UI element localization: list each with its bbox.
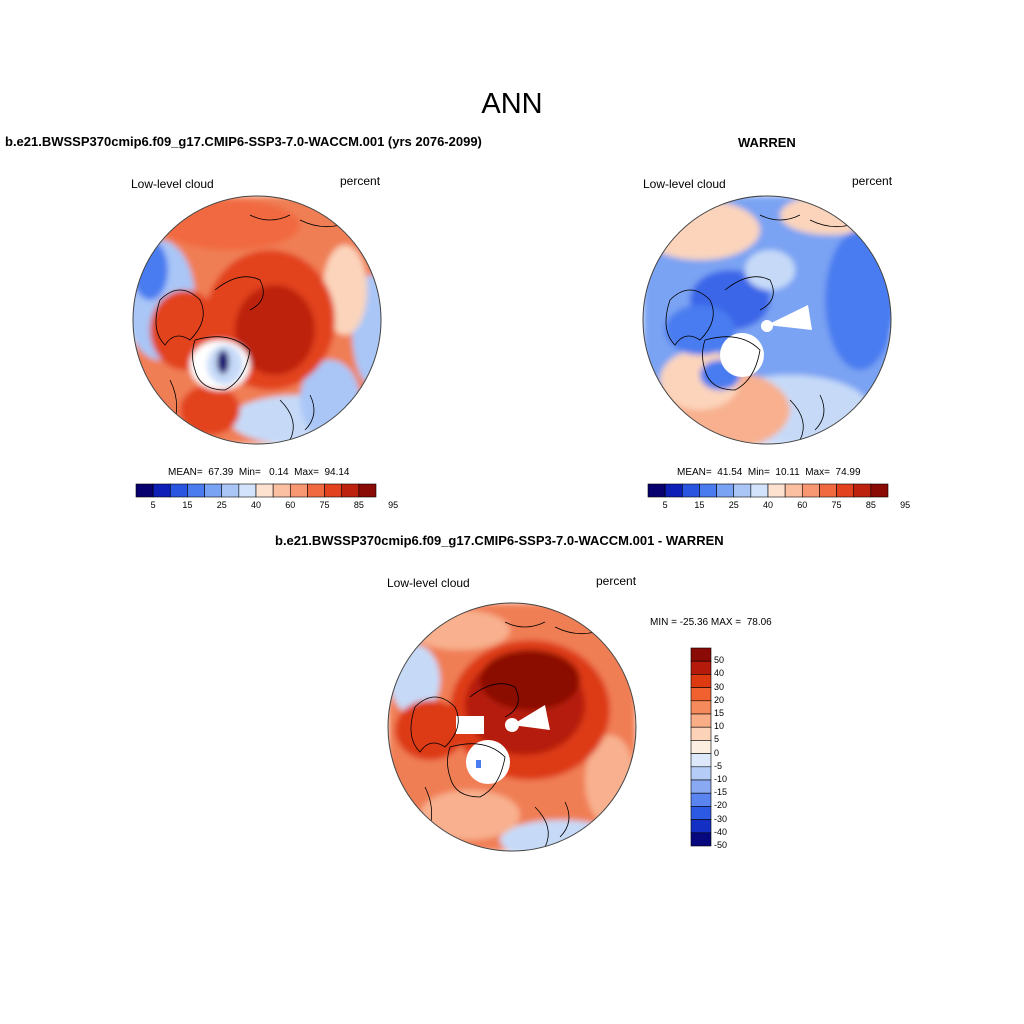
panel3-colorbar-swatch (690, 753, 712, 768)
panel2-colorbar-swatch (801, 483, 820, 498)
panel3-colorbar-tick-label: 30 (714, 681, 725, 692)
panel2-colorbar-swatch (733, 483, 752, 498)
panel3-colorbar-swatch (690, 740, 712, 754)
panel1-colorbar-swatch (341, 483, 360, 498)
panel2-colorbar-tick-label: 15 (694, 500, 705, 510)
panel3-colorbar-tick-label: -40 (714, 826, 728, 837)
panel2-colorbar-swatch (664, 483, 683, 498)
panel2-colorbar-swatch (699, 483, 717, 498)
panel3-colorbar-tick-label: -15 (714, 787, 728, 798)
panel1-colorbar-swatch (238, 483, 257, 498)
panel1-stats: MEAN= 67.39 Min= 0.14 Max= 94.14 (168, 467, 350, 478)
panel2-title: WARREN (738, 135, 796, 150)
panel1-colorbar-swatch (255, 483, 274, 498)
panel2-colorbar-tick-label: 95 (900, 500, 911, 510)
panel1-colorbar-tick-label: 15 (182, 500, 193, 510)
panel1-colorbar-swatch (324, 483, 343, 498)
panel3-colorbar-tick-label: 15 (714, 708, 725, 718)
map2-polar-plot (642, 195, 892, 445)
panel3-colorbar-swatch (690, 806, 712, 820)
panel1-title: b.e21.BWSSP370cmip6.f09_g17.CMIP6-SSP3-7… (5, 134, 482, 149)
panel1-colorbar-swatch (135, 483, 154, 498)
panel1-colorbar-swatch (289, 483, 308, 498)
panel1-colorbar (135, 483, 377, 498)
panel2-colorbar-swatch (819, 483, 837, 498)
panel3-colorbar-tick-label: 50 (714, 655, 725, 666)
panel3-colorbar-swatch (690, 700, 712, 715)
panel3-colorbar-tick-label: -10 (714, 774, 728, 784)
panel1-colorbar-swatch (358, 483, 377, 498)
panel3-colorbar-swatch (690, 766, 712, 781)
panel1-colorbar-tick-label: 5 (150, 500, 156, 510)
panel3-colorbar-swatch (690, 660, 712, 675)
map1-polar-plot (132, 195, 382, 445)
map3-polar-plot (387, 602, 637, 852)
panel2-stats: MEAN= 41.54 Min= 10.11 Max= 74.99 (677, 467, 861, 478)
panel1-colorbar-tick-label: 60 (285, 500, 296, 510)
panel3-colorbar-swatch (690, 819, 712, 834)
panel3-colorbar-swatch (690, 713, 712, 728)
panel2-variable-label: Low-level cloud (643, 177, 726, 191)
panel3-colorbar-tick-label: 0 (714, 747, 720, 758)
panel3-colorbar-swatch (690, 674, 712, 688)
panel2-colorbar-swatch (853, 483, 872, 498)
panel1-units-label: percent (340, 174, 381, 188)
panel2-colorbar-tick-label: 25 (728, 500, 739, 510)
panel3-colorbar-tick-label: 5 (714, 734, 720, 745)
panel1-variable-label: Low-level cloud (131, 177, 214, 191)
panel3-colorbar-tick-label: -30 (714, 813, 728, 824)
panel3-colorbar-tick-label: -20 (714, 800, 728, 811)
panel2-colorbar-swatch (647, 483, 666, 498)
panel3-colorbar-tick-label: 40 (714, 668, 725, 679)
panel1-colorbar-tick-label: 40 (250, 500, 261, 510)
panel1-colorbar-tick-label: 85 (353, 500, 364, 510)
panel2-colorbar-tick-label: 85 (865, 500, 876, 510)
panel1-colorbar-swatch (187, 483, 205, 498)
panel2-colorbar-swatch (750, 483, 769, 498)
panel2-colorbar (647, 483, 889, 498)
panel2-colorbar-tick-label: 75 (831, 500, 842, 510)
panel2-colorbar-swatch (784, 483, 803, 498)
panel1-colorbar-swatch (272, 483, 291, 498)
panel1-colorbar-tick-label: 25 (216, 500, 227, 510)
panel3-colorbar-swatch (690, 832, 712, 847)
panel3-colorbar-tick-label: -50 (714, 840, 728, 850)
panel2-colorbar-swatch (836, 483, 855, 498)
panel1-colorbar-tick-label: 75 (319, 500, 330, 510)
panel1-colorbar-swatch (169, 483, 188, 498)
panel1-colorbar-swatch (152, 483, 171, 498)
panel3-colorbar-swatch (690, 647, 712, 662)
panel3-units-label: percent (596, 574, 637, 588)
panel2-colorbar-tick-label: 60 (797, 500, 808, 510)
panel3-colorbar-tick-label: 10 (714, 721, 725, 732)
panel2-colorbar-swatch (870, 483, 889, 498)
figure-title: ANN (481, 88, 543, 120)
panel1-colorbar-tick-label: 95 (388, 500, 399, 510)
panel3-colorbar-swatch (690, 687, 712, 702)
panel1-colorbar-swatch (204, 483, 223, 498)
panel1-colorbar-swatch (221, 483, 240, 498)
panel3-stats: MIN = -25.36 MAX = 78.06 (650, 617, 772, 628)
panel3-colorbar-swatch (690, 726, 712, 741)
panel3-colorbar (690, 647, 712, 847)
panel1-colorbar-swatch (307, 483, 325, 498)
panel3-colorbar-tick-label: -5 (714, 760, 723, 771)
panel2-colorbar-swatch (716, 483, 735, 498)
panel3-variable-label: Low-level cloud (387, 576, 470, 590)
panel2-units-label: percent (852, 174, 893, 188)
panel3-colorbar-tick-label: 20 (714, 694, 725, 705)
panel2-colorbar-swatch (767, 483, 786, 498)
panel2-colorbar-tick-label: 5 (662, 500, 668, 510)
panel3-colorbar-swatch (690, 779, 712, 794)
panel2-colorbar-swatch (681, 483, 700, 498)
panel3-title: b.e21.BWSSP370cmip6.f09_g17.CMIP6-SSP3-7… (275, 533, 724, 548)
panel3-colorbar-swatch (690, 792, 712, 807)
panel2-colorbar-tick-label: 40 (762, 500, 773, 510)
